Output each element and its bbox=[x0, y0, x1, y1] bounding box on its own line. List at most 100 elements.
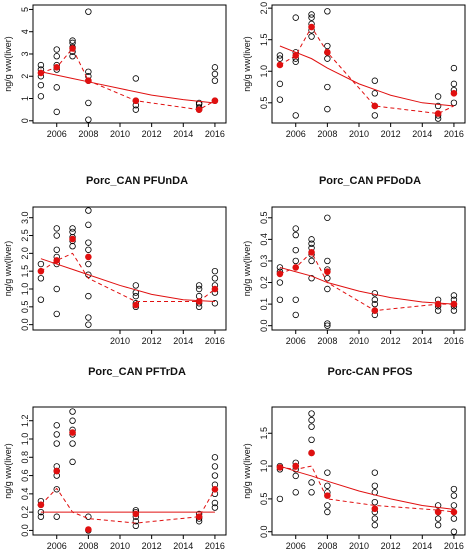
data-point bbox=[37, 81, 45, 89]
data-point bbox=[308, 240, 315, 247]
mean-point bbox=[450, 90, 458, 97]
data-point bbox=[132, 522, 140, 530]
plot-frame bbox=[271, 406, 466, 536]
data-point bbox=[292, 489, 299, 496]
x-tick-label: 2014 bbox=[173, 336, 193, 346]
data-point bbox=[53, 53, 60, 60]
plot-area bbox=[276, 8, 458, 122]
data-point bbox=[308, 479, 315, 486]
data-point bbox=[53, 513, 60, 520]
trend-line bbox=[279, 465, 454, 510]
plot-area bbox=[276, 214, 458, 329]
data-point bbox=[292, 246, 299, 254]
y-tick-label: 0.6 bbox=[20, 469, 30, 482]
data-point bbox=[85, 68, 92, 75]
y-tick-label: 0.8 bbox=[20, 451, 30, 464]
mean-point bbox=[434, 300, 442, 308]
x-tick-label: 2010 bbox=[110, 336, 130, 346]
x-tick-label: 2006 bbox=[47, 129, 67, 139]
mean-point bbox=[195, 106, 203, 113]
y-tick-label: 1.0 bbox=[20, 433, 30, 446]
data-point bbox=[324, 8, 331, 15]
data-point bbox=[276, 52, 284, 59]
panel-caption: Porc_CAN PFTrDA bbox=[88, 366, 186, 378]
y-tick-label: 0.0 bbox=[259, 319, 269, 332]
mean-point bbox=[37, 267, 45, 275]
data-point bbox=[434, 521, 442, 529]
data-point bbox=[308, 33, 315, 40]
x-tick-label: 2006 bbox=[286, 541, 306, 550]
data-point bbox=[292, 296, 299, 303]
data-point bbox=[324, 482, 331, 489]
data-point bbox=[371, 469, 379, 476]
y-tick-label: 1 bbox=[20, 96, 30, 101]
x-tick-label: 2012 bbox=[142, 541, 162, 550]
data-point bbox=[37, 93, 45, 100]
x-tick-label: 2014 bbox=[412, 541, 432, 550]
data-point bbox=[450, 80, 458, 88]
mean-point bbox=[37, 501, 45, 509]
mean-point bbox=[324, 492, 331, 499]
data-point bbox=[276, 296, 284, 303]
plot-frame bbox=[32, 206, 227, 331]
data-point bbox=[37, 61, 45, 69]
x-tick-label: 2014 bbox=[173, 541, 193, 550]
y-tick-label: 2.0 bbox=[259, 2, 269, 15]
data-point bbox=[371, 515, 379, 522]
data-point bbox=[53, 440, 60, 447]
mean-point bbox=[69, 45, 76, 52]
mean-point bbox=[53, 64, 61, 71]
data-point bbox=[69, 458, 76, 466]
data-point bbox=[450, 515, 458, 522]
data-point bbox=[276, 55, 284, 62]
y-tick-label: 1.2 bbox=[20, 414, 30, 427]
plot-frame bbox=[32, 4, 227, 124]
data-point bbox=[69, 243, 76, 250]
data-point bbox=[324, 214, 331, 221]
data-point bbox=[85, 239, 92, 246]
panel-bottom-left: 2006 2008 2010 2012 2014 2016 0.0 0.2 0.4 0.6 0.8 1… bbox=[3, 406, 227, 550]
data-point bbox=[324, 508, 331, 516]
data-point bbox=[69, 225, 76, 232]
y-tick-label: 1.0 bbox=[20, 283, 30, 296]
data-point bbox=[53, 108, 60, 116]
y-tick-label: 2.0 bbox=[20, 247, 30, 260]
data-point bbox=[211, 499, 219, 507]
y-tick-label: 0 bbox=[20, 118, 30, 123]
x-tick-label: 2016 bbox=[205, 336, 225, 346]
data-point bbox=[53, 422, 60, 429]
mean-point bbox=[371, 102, 379, 110]
y-tick-label: 0.0 bbox=[20, 318, 30, 331]
data-point bbox=[308, 14, 315, 21]
y-tick-label: 2 bbox=[20, 74, 30, 79]
mean-point bbox=[85, 77, 92, 84]
data-point bbox=[195, 99, 203, 107]
y-axis-label: ng/g ww(liver) bbox=[3, 36, 13, 92]
y-tick-label: 0.2 bbox=[259, 276, 269, 289]
x-tick-label: 2006 bbox=[286, 129, 306, 139]
data-point bbox=[292, 225, 299, 232]
x-tick-label: 2012 bbox=[142, 336, 162, 346]
mean-point bbox=[450, 300, 458, 308]
x-tick-label: 2010 bbox=[110, 129, 130, 139]
x-tick-label: 2010 bbox=[110, 541, 130, 550]
data-point bbox=[132, 292, 140, 300]
mean-point bbox=[211, 97, 219, 105]
data-point bbox=[211, 454, 219, 461]
panel-pftrda-mid-left: 2010 2012 2014 2016 0.0 0.5 1.0 1.5 2.0 2.5 3.0 ng/… bbox=[3, 206, 227, 346]
plot-frame bbox=[271, 206, 466, 331]
x-tick-label: 2016 bbox=[444, 541, 464, 550]
y-axis-label: ng/g ww(liver) bbox=[3, 443, 13, 499]
x-tick-label: 2016 bbox=[205, 129, 225, 139]
x-tick-label: 2008 bbox=[317, 336, 337, 346]
data-point bbox=[371, 482, 379, 489]
mean-point bbox=[276, 464, 284, 471]
panel-bottom-right: 2006 2008 2010 2012 2014 2016 0.0 0.5 1.0 1.5 ng/g… bbox=[242, 406, 466, 550]
panel-pfdoda-top-right: 2006 2008 2010 2012 2014 2016 0.5 1.0 1.5 2.0 ng/g… bbox=[242, 2, 466, 139]
trend-line bbox=[40, 71, 215, 104]
data-point bbox=[292, 14, 299, 21]
mean-dashed-line bbox=[40, 487, 216, 524]
data-point bbox=[276, 264, 284, 271]
data-point bbox=[276, 96, 284, 103]
